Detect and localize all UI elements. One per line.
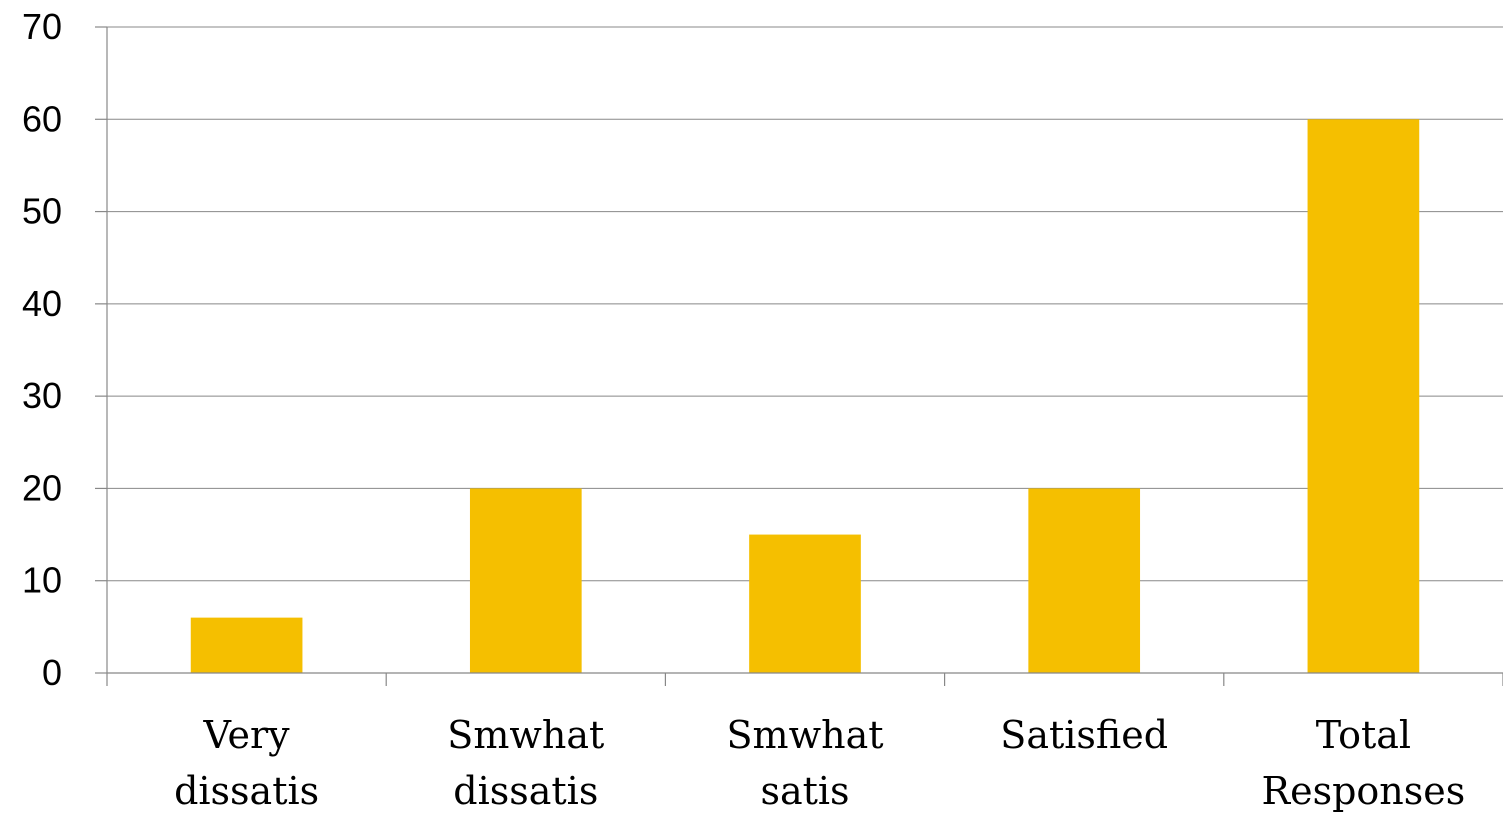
gridlines: [107, 26, 1503, 582]
bars: [190, 119, 1420, 674]
x-category-label: Very: [203, 713, 291, 757]
bar-2: [749, 534, 861, 673]
y-tick-label: 10: [22, 560, 62, 601]
y-tick-labels: 0 10 20 30 40 50 60 70: [22, 6, 62, 693]
y-tick-label: 20: [22, 467, 62, 508]
x-category-label: Smwhat: [727, 713, 884, 757]
bar-0: [190, 617, 303, 673]
y-tick-label: 60: [22, 98, 62, 139]
y-tick-label: 50: [22, 191, 62, 232]
x-category-label: dissatis: [453, 769, 598, 813]
y-tick-label: 30: [22, 375, 62, 416]
bar-1: [469, 488, 582, 673]
x-category-label: satis: [760, 769, 849, 813]
y-tick-label: 0: [42, 652, 62, 693]
x-category-label: Smwhat: [447, 713, 604, 757]
x-category-label: Satisfied: [1000, 713, 1168, 757]
x-category-labels: Very dissatis Smwhat dissatis Smwhat satis Sat…: [174, 713, 1465, 813]
y-tick-label: 40: [22, 283, 62, 324]
bar-4: [1307, 119, 1420, 674]
x-category-label: Total: [1316, 713, 1411, 757]
axes: [95, 26, 1503, 686]
y-tick-label: 70: [22, 6, 62, 47]
x-category-label: dissatis: [174, 769, 319, 813]
bar-3: [1028, 488, 1141, 673]
x-category-label: Responses: [1262, 769, 1466, 813]
